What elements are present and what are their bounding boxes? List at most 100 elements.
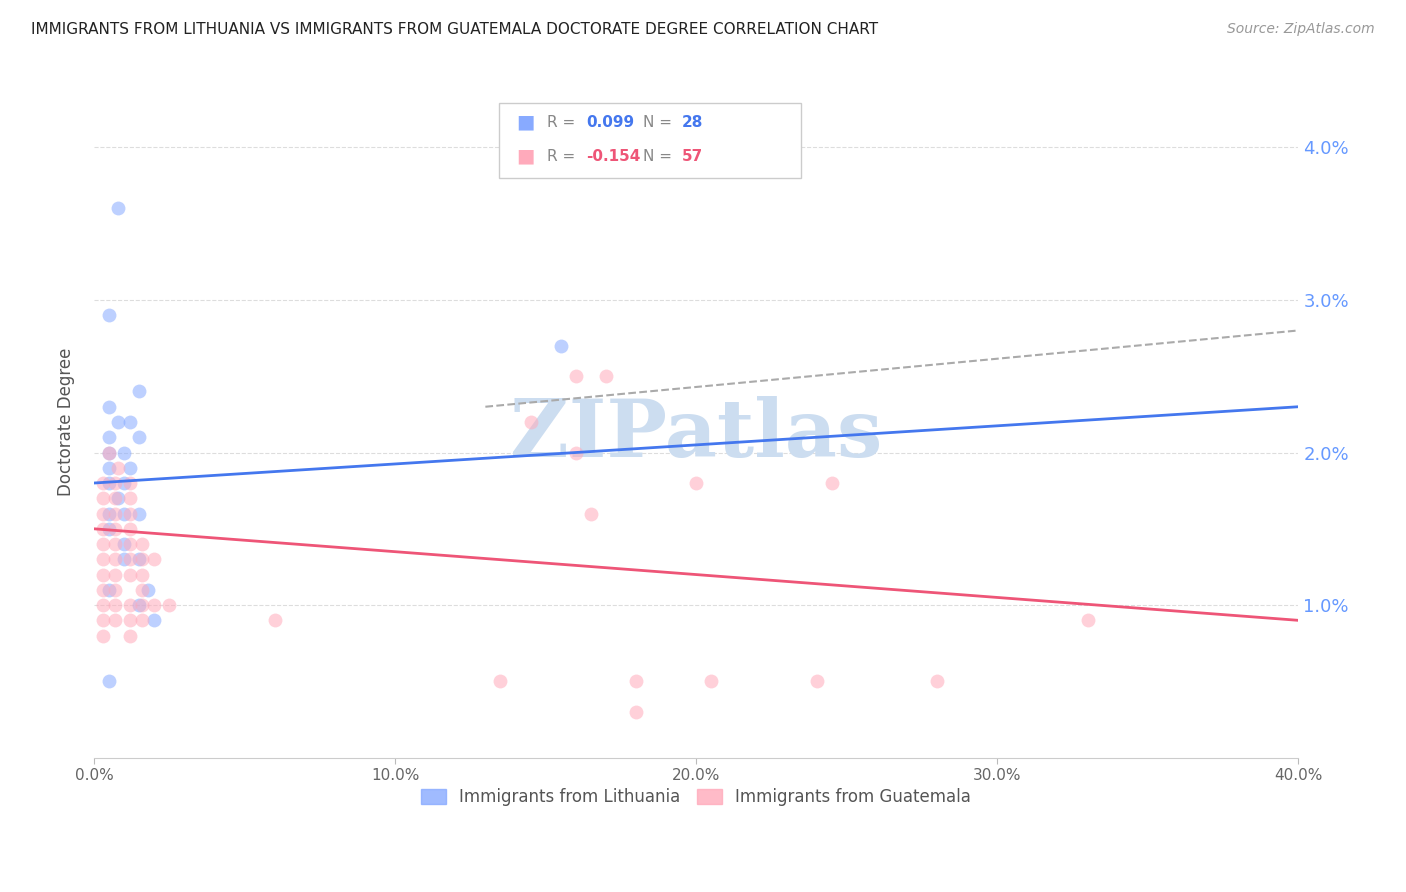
Text: Source: ZipAtlas.com: Source: ZipAtlas.com: [1227, 22, 1375, 37]
Point: [143, 552, 166, 566]
Point: [91, 582, 114, 597]
Point: [98, 507, 121, 521]
Point: [120, 460, 142, 475]
Point: [91, 613, 114, 627]
Point: [120, 567, 142, 582]
Point: [91, 491, 114, 506]
Point: [120, 507, 142, 521]
Point: [104, 537, 127, 551]
Point: [131, 598, 153, 612]
Text: ZIPatlas: ZIPatlas: [510, 396, 882, 475]
Point: [104, 476, 127, 491]
Point: [98, 460, 121, 475]
Point: [550, 339, 572, 353]
Point: [120, 522, 142, 536]
Point: [98, 400, 121, 414]
Point: [98, 430, 121, 444]
Point: [104, 613, 127, 627]
Point: [925, 674, 948, 689]
Y-axis label: Doctorate Degree: Doctorate Degree: [58, 348, 75, 496]
Text: ■: ■: [516, 112, 534, 132]
Text: ■: ■: [516, 146, 534, 166]
Point: [112, 537, 135, 551]
Point: [263, 613, 285, 627]
Text: IMMIGRANTS FROM LITHUANIA VS IMMIGRANTS FROM GUATEMALA DOCTORATE DEGREE CORRELAT: IMMIGRANTS FROM LITHUANIA VS IMMIGRANTS …: [31, 22, 879, 37]
Text: 57: 57: [682, 149, 703, 163]
Text: N =: N =: [643, 149, 676, 163]
Point: [128, 384, 150, 399]
Point: [98, 445, 121, 459]
Point: [700, 674, 723, 689]
Point: [120, 629, 142, 643]
Point: [128, 598, 150, 612]
Point: [120, 415, 142, 429]
Point: [91, 507, 114, 521]
Point: [806, 674, 828, 689]
Point: [120, 476, 142, 491]
Text: N =: N =: [643, 115, 676, 129]
Point: [489, 674, 512, 689]
Point: [120, 598, 142, 612]
Point: [112, 507, 135, 521]
Point: [98, 308, 121, 322]
Point: [624, 705, 647, 719]
Point: [624, 674, 647, 689]
Point: [131, 537, 153, 551]
Point: [131, 567, 153, 582]
Point: [104, 598, 127, 612]
Point: [120, 613, 142, 627]
Point: [98, 445, 121, 459]
Point: [112, 552, 135, 566]
Point: [112, 445, 135, 459]
Point: [820, 476, 842, 491]
Point: [98, 476, 121, 491]
Point: [91, 629, 114, 643]
Point: [98, 522, 121, 536]
Point: [104, 491, 127, 506]
Point: [143, 613, 166, 627]
Point: [1077, 613, 1099, 627]
Point: [564, 445, 586, 459]
Text: R =: R =: [547, 115, 581, 129]
Point: [91, 598, 114, 612]
Point: [107, 491, 129, 506]
Point: [91, 537, 114, 551]
Point: [120, 552, 142, 566]
Point: [157, 598, 180, 612]
Point: [120, 537, 142, 551]
Text: -0.154: -0.154: [586, 149, 641, 163]
Point: [107, 202, 129, 216]
Point: [107, 415, 129, 429]
Point: [104, 582, 127, 597]
Point: [107, 460, 129, 475]
Point: [104, 567, 127, 582]
Legend: Immigrants from Lithuania, Immigrants from Guatemala: Immigrants from Lithuania, Immigrants fr…: [415, 781, 979, 814]
Point: [98, 674, 121, 689]
Point: [91, 567, 114, 582]
Point: [128, 507, 150, 521]
Point: [98, 582, 121, 597]
Point: [131, 552, 153, 566]
Text: 28: 28: [682, 115, 703, 129]
Point: [128, 430, 150, 444]
Point: [104, 522, 127, 536]
Point: [91, 522, 114, 536]
Point: [143, 598, 166, 612]
Point: [112, 476, 135, 491]
Point: [120, 491, 142, 506]
Point: [595, 369, 617, 384]
Point: [104, 507, 127, 521]
Text: 0.099: 0.099: [586, 115, 634, 129]
Point: [136, 582, 159, 597]
Point: [104, 552, 127, 566]
Point: [131, 613, 153, 627]
Point: [519, 415, 541, 429]
Point: [685, 476, 707, 491]
Point: [91, 552, 114, 566]
Point: [131, 582, 153, 597]
Text: R =: R =: [547, 149, 581, 163]
Point: [91, 476, 114, 491]
Point: [564, 369, 586, 384]
Point: [128, 552, 150, 566]
Point: [579, 507, 602, 521]
